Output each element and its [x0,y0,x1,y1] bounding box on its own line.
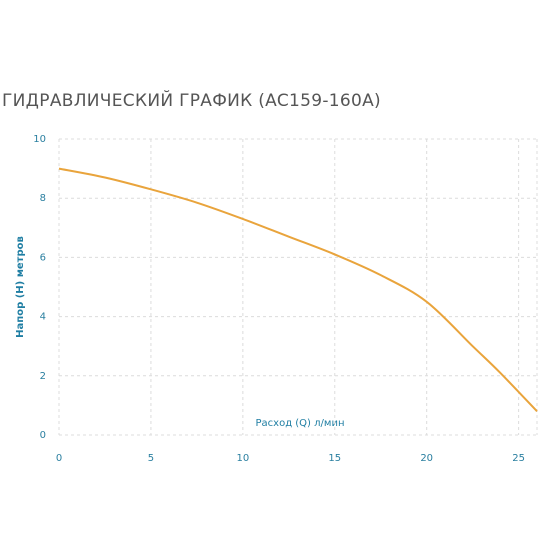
y-tick-label: 10 [33,134,46,145]
x-axis-label: Расход (Q) л/мин [256,418,345,429]
x-tick-label: 0 [56,453,62,464]
x-tick-label: 25 [512,453,525,464]
x-tick-label: 15 [328,453,341,464]
y-tick-label: 6 [40,252,46,263]
x-tick-label: 5 [148,453,154,464]
y-tick-label: 4 [40,312,46,323]
x-tick-label: 10 [236,453,249,464]
line [58,167,538,413]
y-axis-label: Напор (H) метров [15,236,26,338]
x-tick-label: 20 [420,453,433,464]
y-tick-label: 8 [40,193,46,204]
y-tick-label: 0 [40,430,46,441]
y-tick-label: 2 [40,371,46,382]
chart-title: ГИДРАВЛИЧЕСКИЙ ГРАФИК (AC159-160A) [2,89,381,111]
